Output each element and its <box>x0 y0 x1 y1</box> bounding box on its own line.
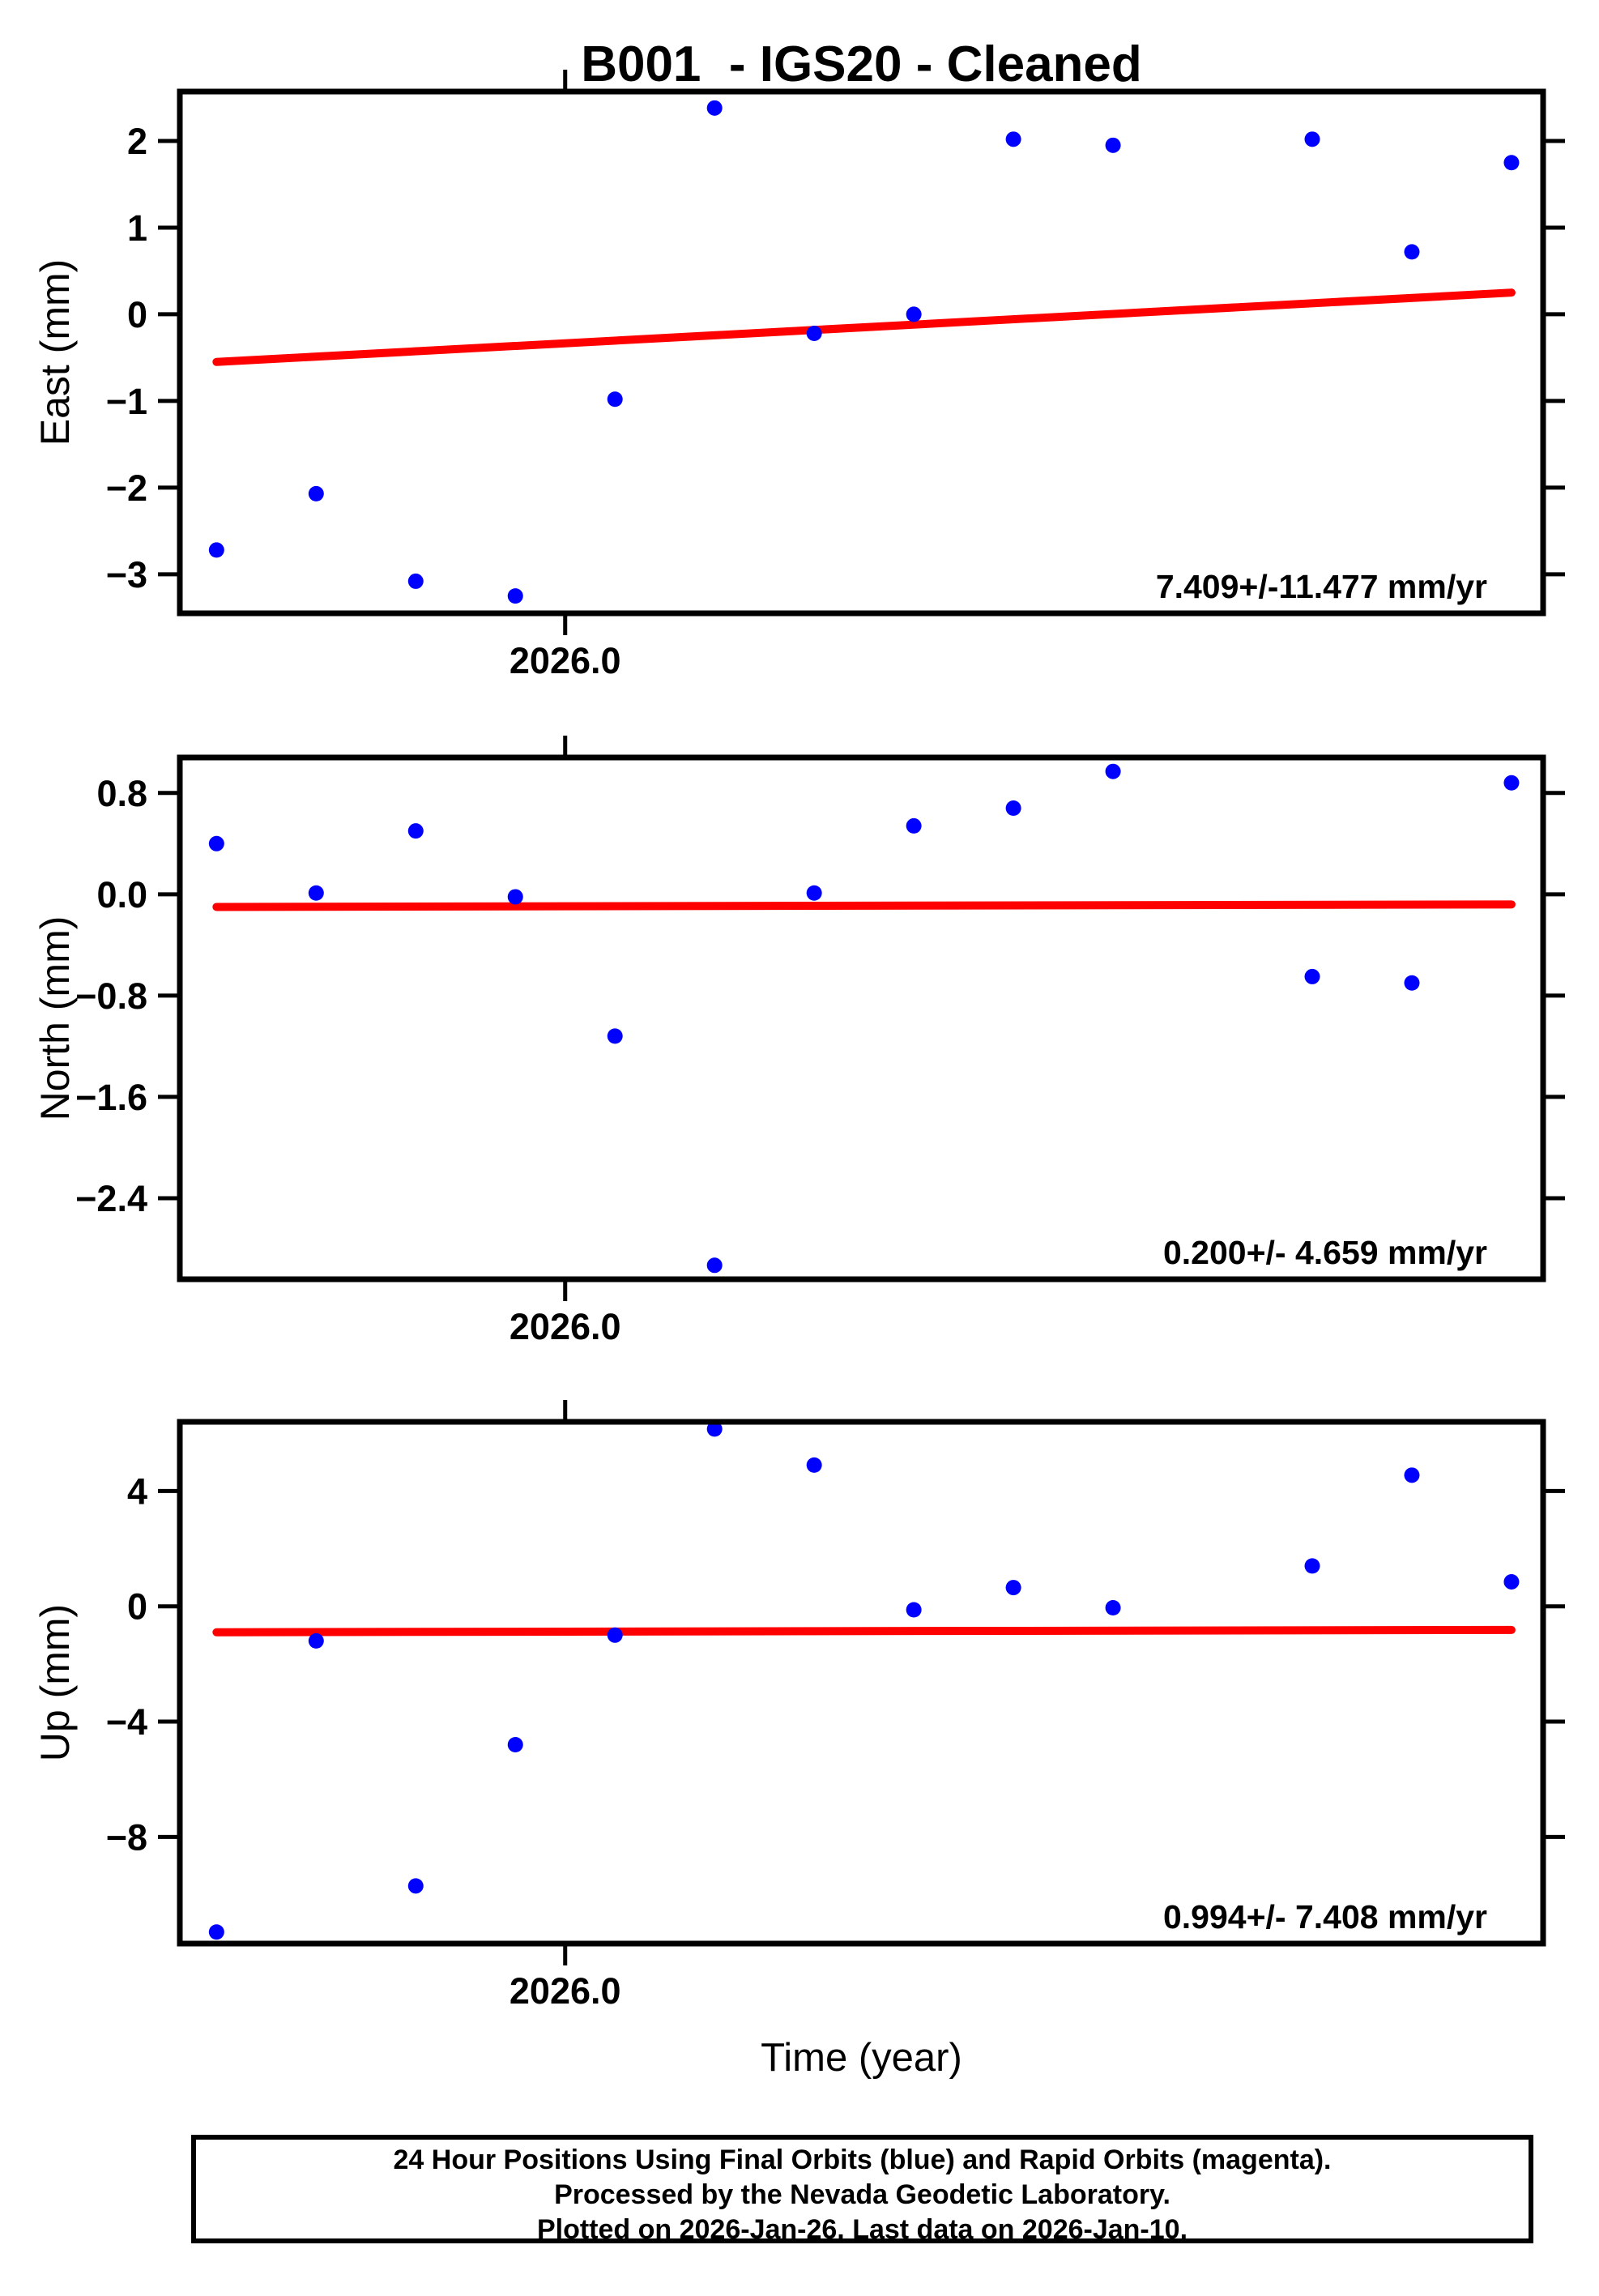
north-axis-label: North (mm) <box>32 915 78 1121</box>
data-point <box>706 1421 723 1437</box>
y-tick-label: 4 <box>127 1470 147 1512</box>
data-point <box>1005 1580 1021 1596</box>
y-tick-label: 0.0 <box>96 874 147 915</box>
y-tick-label: −1.6 <box>75 1077 147 1118</box>
up-position-plot: 4 0 −4 −8 2026.0 <box>106 1400 1565 2012</box>
y-tick-label: 1 <box>127 207 147 249</box>
data-point <box>1005 131 1021 147</box>
data-point <box>706 100 723 116</box>
data-point <box>906 817 922 834</box>
y-tick-label: −3 <box>106 554 147 595</box>
y-tick-label: −2.4 <box>75 1178 147 1219</box>
data-point <box>1005 800 1021 817</box>
data-point <box>806 1457 822 1473</box>
data-point <box>1503 1573 1520 1590</box>
north-rate-annotation: 0.200+/- 4.659 mm/yr <box>1162 1234 1487 1271</box>
north-position-plot: 0.8 0.0 −0.8 −1.6 −2.4 2026.0 <box>75 736 1565 1347</box>
data-point <box>507 588 523 604</box>
data-point <box>308 485 324 501</box>
data-point <box>1304 1558 1320 1574</box>
data-point <box>1105 137 1121 153</box>
data-point <box>806 325 822 341</box>
east-rate-annotation: 7.409+/-11.477 mm/yr <box>1155 568 1487 605</box>
data-point <box>906 1602 922 1618</box>
figure-title: B001 - IGS20 - Cleaned <box>581 36 1142 92</box>
y-tick-label: 0 <box>127 1586 147 1628</box>
data-point <box>208 835 224 851</box>
data-point <box>507 889 523 905</box>
data-point <box>1105 763 1121 779</box>
data-point <box>407 823 424 839</box>
up-axis-label: Up (mm) <box>32 1603 78 1762</box>
data-point <box>1404 244 1420 260</box>
east-axis-label: East (mm) <box>32 258 78 446</box>
data-point <box>208 542 224 558</box>
data-point <box>507 1736 523 1752</box>
x-tick-label: 2026.0 <box>510 1306 621 1347</box>
trend-line <box>212 288 1516 366</box>
y-tick-label: 0.8 <box>96 773 147 814</box>
data-point <box>308 885 324 901</box>
data-point <box>607 391 623 408</box>
east-position-plot: 2 1 0 −1 −2 −3 2026.0 <box>106 70 1565 681</box>
data-point <box>407 1878 424 1894</box>
footer-note-box: 24 Hour Positions Using Final Orbits (bl… <box>191 2135 1533 2245</box>
y-tick-label: −8 <box>106 1816 147 1858</box>
data-point <box>308 1632 324 1649</box>
x-tick-label: 2026.0 <box>510 1970 621 2012</box>
x-tick-label: 2026.0 <box>510 640 621 681</box>
up-rate-annotation: 0.994+/- 7.408 mm/yr <box>1162 1898 1487 1935</box>
trend-line <box>212 1625 1516 1637</box>
footer-line-3: Plotted on 2026-Jan-26. Last data on 202… <box>536 2214 1188 2245</box>
data-point <box>1503 775 1520 791</box>
data-point <box>1503 155 1520 171</box>
data-point <box>906 306 922 322</box>
data-point <box>706 1257 723 1274</box>
data-point <box>607 1028 623 1044</box>
data-point <box>1105 1599 1121 1615</box>
data-point <box>1404 975 1420 991</box>
trend-line <box>212 900 1516 911</box>
y-tick-label: −1 <box>106 381 147 422</box>
data-point <box>407 573 424 589</box>
y-tick-label: −2 <box>106 467 147 509</box>
y-tick-label: 2 <box>127 121 147 162</box>
x-axis-label: Time (year) <box>761 2036 962 2080</box>
y-tick-label: 0 <box>127 294 147 335</box>
data-point <box>208 1924 224 1940</box>
data-point <box>607 1627 623 1643</box>
y-tick-label: −4 <box>106 1701 147 1743</box>
data-point <box>1404 1467 1420 1483</box>
data-point <box>806 885 822 901</box>
data-point <box>1304 131 1320 147</box>
y-tick-label: −0.8 <box>75 975 147 1017</box>
footer-line-1: 24 Hour Positions Using Final Orbits (bl… <box>393 2144 1332 2175</box>
footer-line-2: Processed by the Nevada Geodetic Laborat… <box>554 2179 1170 2210</box>
data-point <box>1304 968 1320 984</box>
